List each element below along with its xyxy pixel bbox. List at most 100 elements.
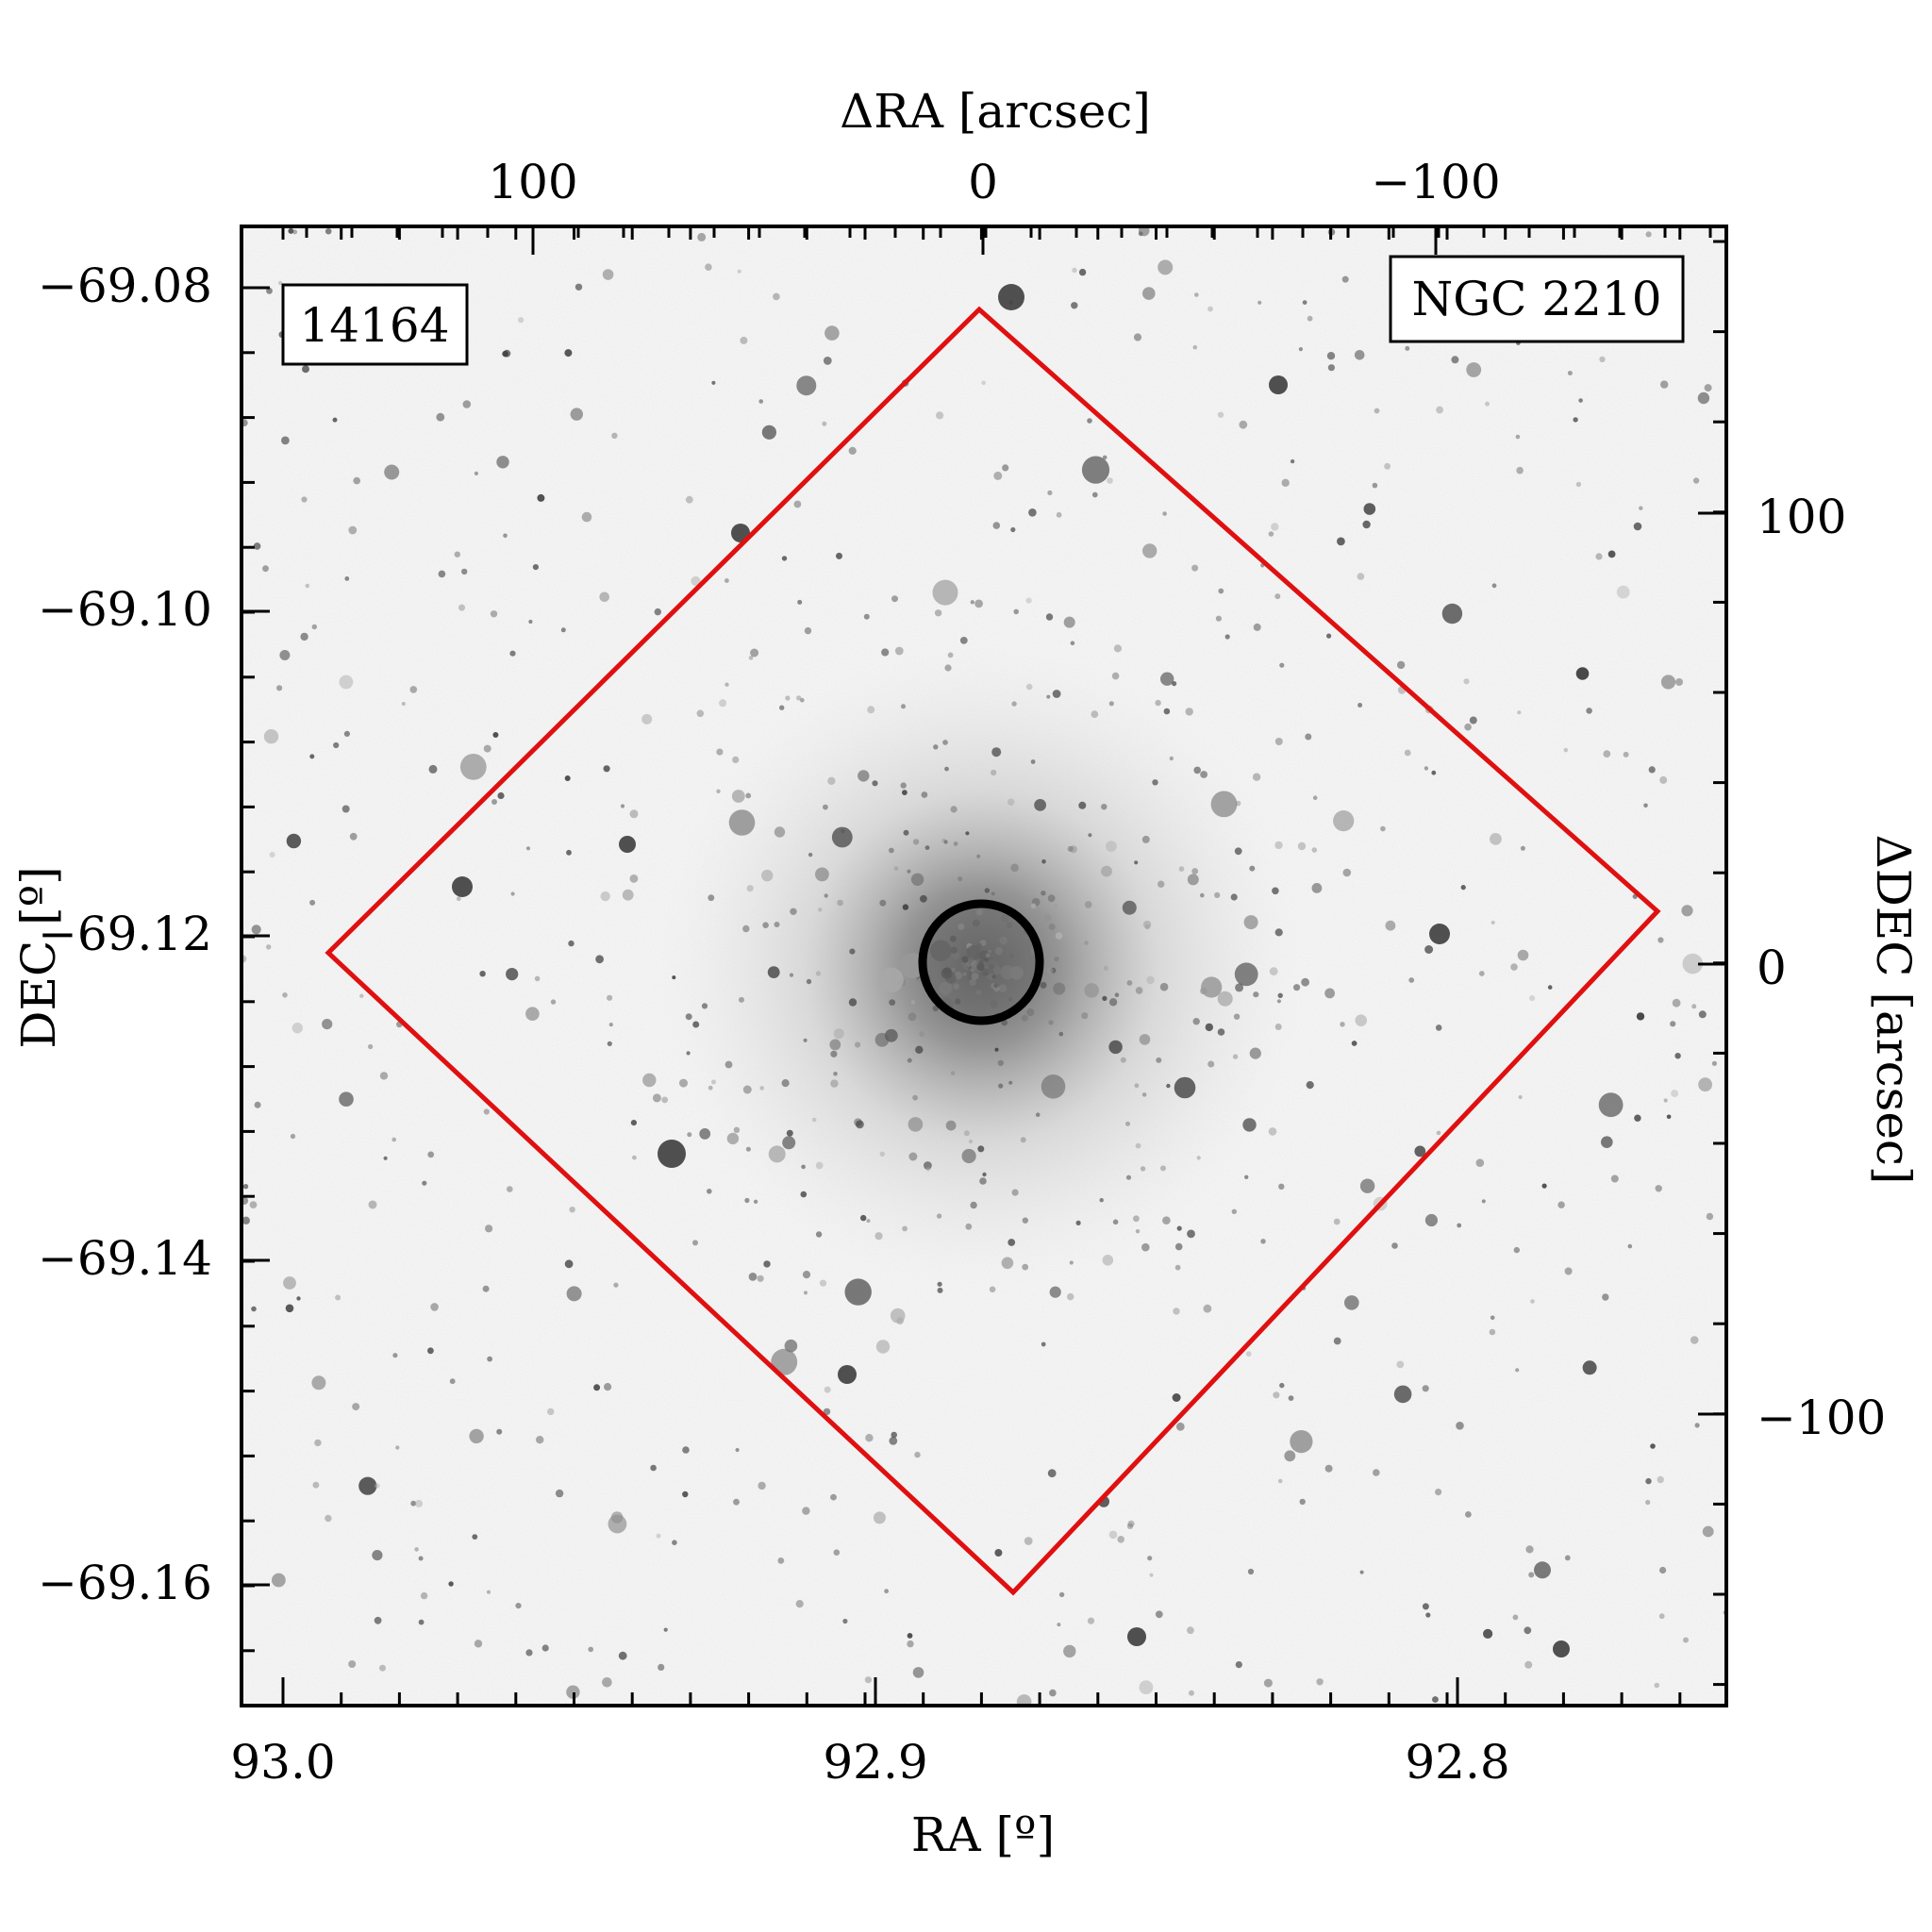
star	[1155, 699, 1161, 707]
star	[692, 1021, 700, 1028]
star	[1524, 1626, 1532, 1635]
star	[932, 579, 958, 606]
star	[603, 765, 610, 773]
bright-star	[998, 284, 1024, 310]
star	[1359, 1570, 1364, 1574]
star	[1063, 1644, 1076, 1658]
star	[1603, 750, 1611, 758]
star	[1081, 456, 1110, 484]
star	[292, 229, 298, 235]
star	[803, 1038, 808, 1042]
star	[607, 994, 613, 1001]
star	[1683, 1637, 1689, 1643]
star	[1534, 1561, 1551, 1579]
star	[1242, 1118, 1257, 1132]
star	[374, 1616, 382, 1624]
star	[1026, 1008, 1035, 1017]
star	[991, 891, 995, 896]
star	[856, 1120, 864, 1129]
star	[1187, 1626, 1194, 1635]
star	[1047, 1469, 1057, 1478]
star	[1674, 1053, 1681, 1059]
star	[1087, 1617, 1095, 1624]
star	[1288, 1395, 1294, 1401]
star	[1513, 1246, 1521, 1254]
core-circle	[918, 899, 1044, 1025]
star	[302, 365, 309, 374]
star	[1048, 924, 1056, 930]
star	[604, 1383, 612, 1391]
star	[902, 790, 908, 795]
star	[818, 908, 823, 912]
star	[1147, 1556, 1153, 1561]
star	[1357, 703, 1363, 708]
star	[1698, 1077, 1712, 1092]
star	[1524, 1660, 1533, 1669]
star	[1010, 863, 1019, 873]
star	[907, 1633, 913, 1639]
star	[1099, 1198, 1104, 1203]
star	[525, 846, 531, 851]
star	[1193, 766, 1201, 774]
star	[1396, 660, 1406, 670]
star	[1111, 672, 1120, 680]
star	[1133, 1215, 1140, 1223]
star	[525, 1649, 533, 1657]
star	[518, 317, 525, 324]
star	[290, 1133, 296, 1140]
star	[836, 552, 842, 559]
star	[724, 1060, 733, 1069]
star	[1515, 1368, 1520, 1373]
star	[1351, 1041, 1357, 1046]
star	[733, 1498, 740, 1506]
star	[1464, 723, 1472, 731]
bright-star	[1429, 924, 1450, 944]
star	[630, 1120, 638, 1126]
star	[272, 1573, 286, 1588]
star	[914, 1451, 921, 1458]
star	[982, 1172, 987, 1177]
star	[1279, 1382, 1285, 1389]
star	[902, 904, 909, 910]
star	[1598, 1092, 1624, 1118]
star	[541, 1644, 549, 1652]
star	[550, 999, 557, 1005]
star	[1053, 904, 1058, 908]
star	[1247, 1568, 1255, 1575]
star	[1055, 932, 1063, 940]
star	[1311, 847, 1318, 853]
star	[1235, 1661, 1242, 1669]
star	[251, 924, 261, 935]
star	[830, 1493, 837, 1501]
star	[474, 1640, 483, 1648]
star	[963, 1130, 970, 1137]
star	[815, 1161, 824, 1170]
star	[1108, 701, 1114, 707]
star	[1518, 1094, 1523, 1100]
star	[564, 1259, 574, 1269]
star	[1134, 1083, 1140, 1089]
star	[1422, 1385, 1429, 1392]
star	[1274, 841, 1283, 850]
star	[1435, 1489, 1442, 1496]
star	[1301, 977, 1309, 987]
star	[322, 1019, 333, 1030]
star	[1233, 1013, 1241, 1020]
star	[777, 1557, 785, 1564]
star	[1273, 1391, 1280, 1399]
star	[1305, 733, 1312, 741]
star	[1279, 662, 1285, 668]
star	[984, 888, 991, 893]
star	[1047, 490, 1053, 496]
star	[1253, 623, 1261, 631]
star	[823, 1407, 831, 1416]
star	[1205, 1023, 1214, 1032]
star	[341, 805, 350, 813]
star	[1354, 350, 1365, 360]
star	[1159, 982, 1169, 991]
star	[796, 375, 817, 396]
star	[333, 741, 340, 749]
star	[1260, 1239, 1266, 1244]
star	[682, 1446, 690, 1454]
star	[1013, 608, 1019, 615]
